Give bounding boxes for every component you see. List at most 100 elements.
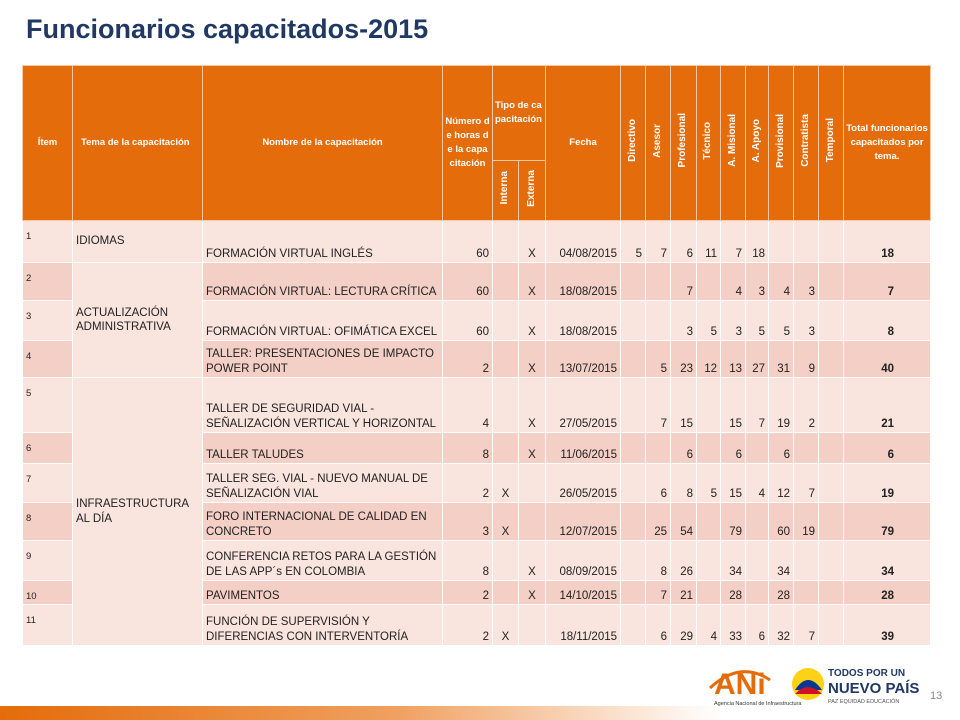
table-cell: 27/05/2015 (545, 377, 622, 433)
header-text: A. Misional (726, 114, 738, 168)
table-cell (818, 540, 845, 581)
table-cell: 79 (843, 502, 932, 541)
table-cell: PAVIMENTOS (202, 580, 443, 605)
table-cell: TALLER: PRESENTACIONES DE IMPACTO POWER … (202, 340, 443, 378)
header-cell: Contratista (793, 65, 820, 221)
table-cell: 9 (22, 540, 73, 581)
table-cell: 18/11/2015 (545, 604, 622, 646)
table-cell: X (517, 300, 547, 341)
table-cell: TALLER SEG. VIAL - NUEVO MANUAL DE SEÑAL… (202, 463, 443, 503)
table-cell (620, 604, 647, 646)
table-cell: 8 (22, 502, 73, 541)
table-cell: 2 (442, 340, 493, 378)
header-cell: Técnico (696, 65, 722, 221)
table-cell: 21 (670, 580, 698, 605)
table-cell: 5 (645, 340, 672, 378)
table-cell: CONFERENCIA RETOS PARA LA GESTIÓN DE LAS… (202, 540, 443, 581)
table-cell (620, 502, 647, 541)
header-text: Externa (525, 169, 537, 207)
table-cell: 6 (670, 432, 698, 464)
table-cell: FORMACIÓN VIRTUAL INGLÉS (202, 220, 443, 263)
table-cell (745, 432, 770, 464)
table-cell: 7 (645, 580, 672, 605)
table-cell: 8 (442, 540, 493, 581)
table-cell: 7 (793, 604, 820, 646)
table-row: 2 ACTUALIZACIÓN ADMINISTRATIVA FORMACIÓN V… (22, 262, 932, 378)
table-cell: 33 (720, 604, 747, 646)
table-cell: X (517, 220, 547, 263)
table-cell: 7 (843, 262, 932, 301)
table-cell: 7 (720, 220, 747, 263)
table-cell: X (517, 377, 547, 433)
table-cell (492, 540, 519, 581)
table-cell: 15 (720, 377, 747, 433)
table-cell (745, 580, 770, 605)
header-text: Interna (499, 171, 511, 205)
training-table: Ítem Tema de la capacitación Nombre de l… (22, 65, 932, 646)
table-cell: 6 (720, 432, 747, 464)
table-cell: 1 (22, 220, 73, 263)
topic-cell: ACTUALIZACIÓN ADMINISTRATIVA (72, 262, 203, 378)
table-cell: 7 (645, 377, 672, 433)
table-cell: 3 (793, 262, 820, 301)
table-cell: 2 (442, 580, 493, 605)
table-cell (645, 432, 672, 464)
header-cell: Interna (492, 160, 519, 221)
table-cell: 5 (620, 220, 647, 263)
table-cell: 3 (442, 502, 493, 541)
table-cell: X (517, 340, 547, 378)
table-cell: 28 (768, 580, 795, 605)
table-cell: 60 (768, 502, 795, 541)
table-cell: X (492, 604, 519, 646)
header-cell: Nombre de la capacitación (202, 65, 443, 221)
header-cell: Profesional (670, 65, 698, 221)
ani-logo: ANi (714, 668, 766, 701)
table-cell (620, 580, 647, 605)
table-cell (818, 502, 845, 541)
table-cell (620, 340, 647, 378)
table-cell: 8 (442, 432, 493, 464)
logos: ANi Agencia Nacional de Infraestructura … (708, 668, 919, 707)
table-cell: 4 (745, 463, 770, 503)
table-cell: 6 (768, 432, 795, 464)
table-cell: 18 (745, 220, 770, 263)
table-cell: 7 (645, 220, 672, 263)
gov-line: NUEVO PAÍS (828, 680, 919, 697)
table-cell: 19 (768, 377, 795, 433)
header-cell: Número de horas de la capacitación (442, 65, 493, 221)
table-cell (492, 300, 519, 341)
table-cell (620, 300, 647, 341)
header-cell: Tipo de capacitación (491, 65, 547, 161)
table-cell: 27 (745, 340, 770, 378)
table-cell: 7 (793, 463, 820, 503)
table-cell (696, 377, 722, 433)
table-cell (620, 377, 647, 433)
table-cell (818, 377, 845, 433)
table-cell: 2 (442, 604, 493, 646)
table-row: 7 TALLER SEG. VIAL - NUEVO MANUAL DE SEÑA… (22, 463, 932, 503)
table-cell (645, 300, 672, 341)
table-cell (793, 580, 820, 605)
table-cell: 18 (843, 220, 932, 263)
gov-motto: PAZ EQUIDAD EDUCACIÓN (828, 698, 899, 705)
table-cell: 9 (793, 340, 820, 378)
table-cell (768, 220, 795, 263)
table-cell: 34 (843, 540, 932, 581)
table-cell: 19 (843, 463, 932, 503)
table-cell (517, 604, 547, 646)
table-cell: 15 (720, 463, 747, 503)
page-number: 13 (930, 690, 943, 702)
slide-title: Funcionarios capacitados-2015 (26, 14, 429, 44)
table-cell: 32 (768, 604, 795, 646)
table-cell: X (517, 580, 547, 605)
table-cell: 5 (745, 300, 770, 341)
table-cell (492, 340, 519, 378)
table-cell: 3 (793, 300, 820, 341)
table-cell: 15 (670, 377, 698, 433)
table-cell: TALLER TALUDES (202, 432, 443, 464)
table-cell: 6 (745, 604, 770, 646)
header-cell: Fecha (545, 65, 622, 221)
table-cell (745, 540, 770, 581)
table-cell: 6 (645, 463, 672, 503)
header-cell: Total funcionarios capacitados por tema. (843, 65, 932, 221)
